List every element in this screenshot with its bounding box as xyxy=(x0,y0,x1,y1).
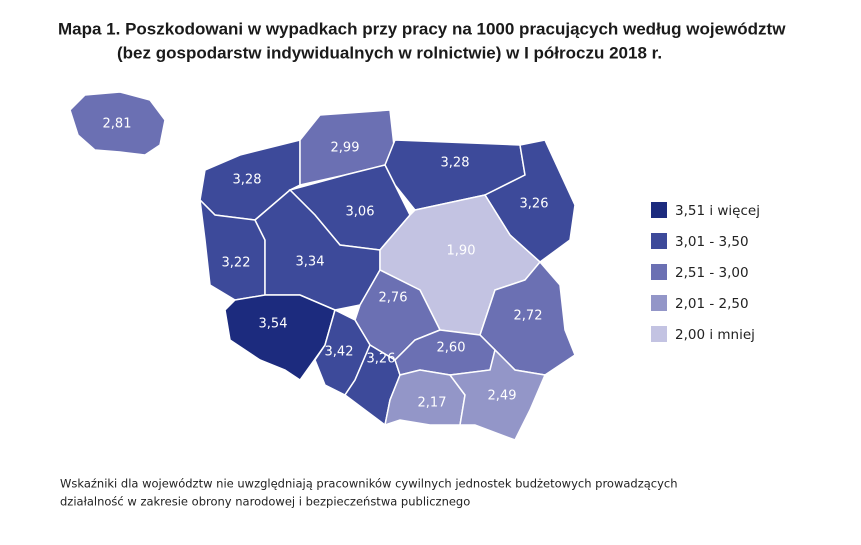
legend-swatch xyxy=(651,233,667,249)
legend-swatch xyxy=(651,202,667,218)
region-label: 1,90 xyxy=(447,244,476,259)
footnote: Wskaźniki dla województw nie uwzględniaj… xyxy=(60,477,678,491)
legend-label: 2,01 - 2,50 xyxy=(675,296,749,312)
region-label: 3,26 xyxy=(367,352,396,367)
legend-label: 2,00 i mniej xyxy=(675,327,755,343)
legend-label: 2,51 - 3,00 xyxy=(675,265,749,281)
legend-label: 3,51 i więcej xyxy=(675,203,760,219)
region-label: 2,72 xyxy=(514,309,543,324)
title: Mapa 1. Poszkodowani w wypadkach przy pr… xyxy=(58,19,786,38)
legend-swatch xyxy=(651,326,667,342)
region-label: 2,99 xyxy=(331,141,360,156)
region xyxy=(384,369,466,427)
region-label: 3,26 xyxy=(520,197,549,212)
legend-swatch xyxy=(651,264,667,280)
region-label: 3,54 xyxy=(259,317,288,332)
region xyxy=(448,348,547,441)
region-label: 3,34 xyxy=(296,255,325,270)
footnote: działalność w zakresie obrony narodowej … xyxy=(60,495,470,509)
region-label: 3,22 xyxy=(222,256,251,271)
legend-label: 3,01 - 3,50 xyxy=(675,234,749,250)
region-label: 2,81 xyxy=(103,117,132,132)
region-label: 2,60 xyxy=(437,341,466,356)
region xyxy=(224,294,336,382)
legend: 3,51 i więcej 3,01 - 3,50 2,51 - 3,00 2,01 … xyxy=(651,202,760,343)
region-label: 3,28 xyxy=(233,173,262,188)
region-label: 2,49 xyxy=(488,389,517,404)
legend-swatch xyxy=(651,295,667,311)
title: (bez gospodarstw indywidualnych w rolnic… xyxy=(117,43,662,62)
region xyxy=(69,91,166,156)
region-label: 2,76 xyxy=(379,291,408,306)
region-label: 3,28 xyxy=(441,156,470,171)
map: 2,81 3,28 2,99 3,28 3,26 3,22 3,06 3,34 1,90 2,76… xyxy=(69,91,576,441)
region-label: 2,17 xyxy=(418,396,447,411)
region-label: 3,42 xyxy=(325,345,354,360)
region-label: 3,06 xyxy=(346,205,375,220)
